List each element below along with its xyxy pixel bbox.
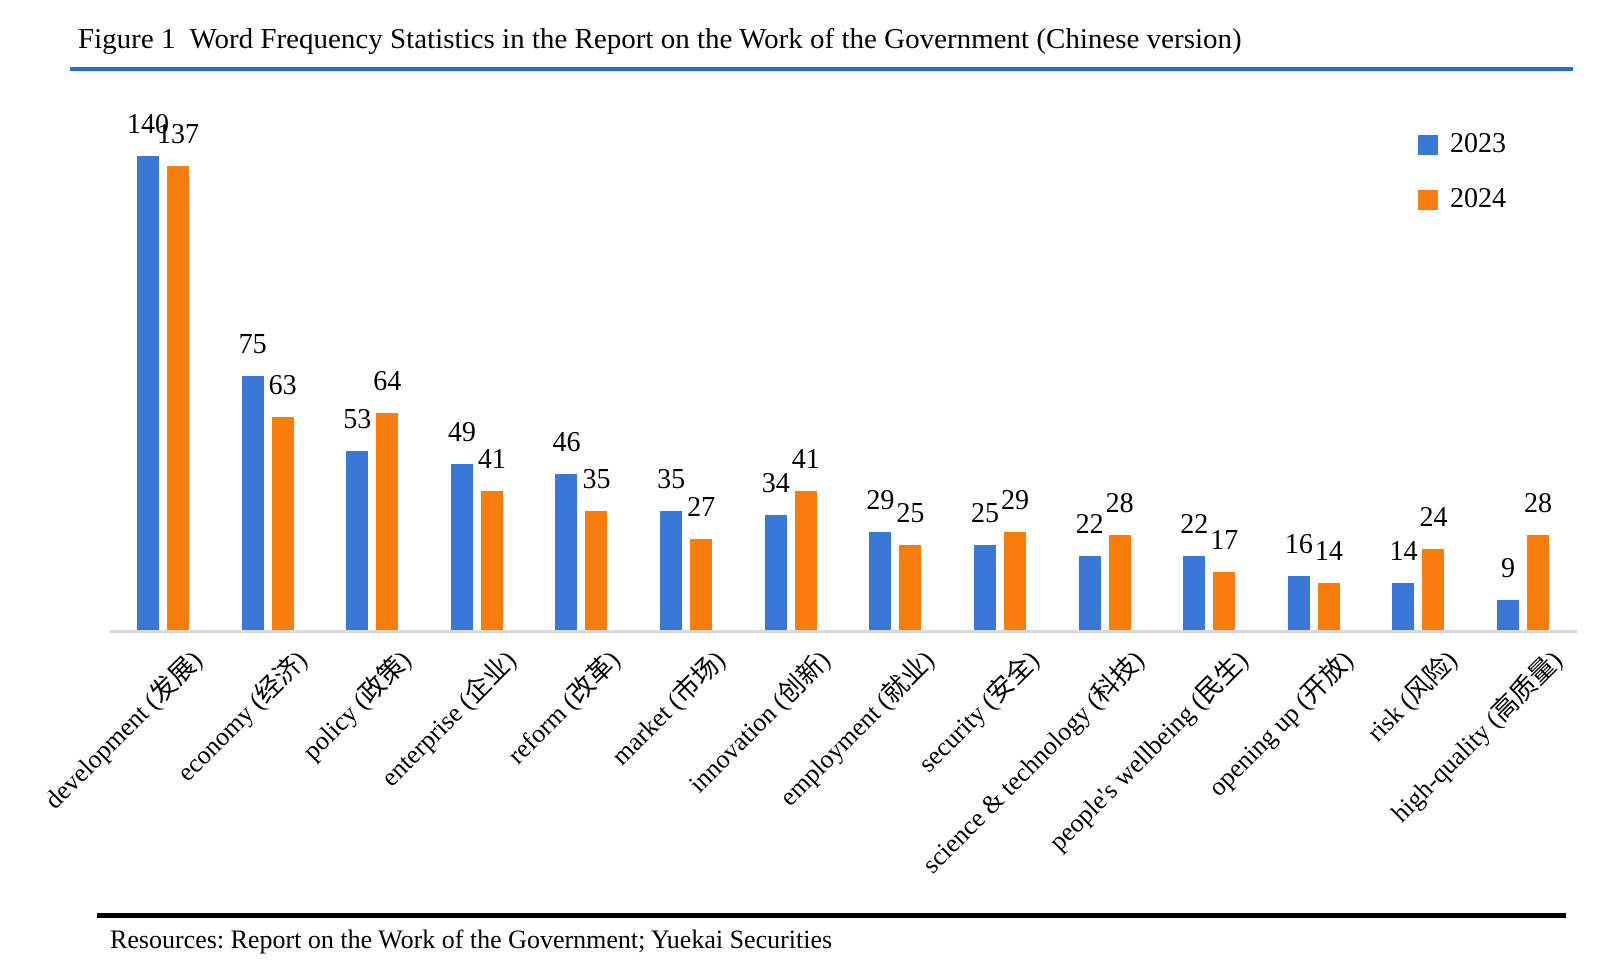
bar-2023-people-s-wellbeing — [1183, 556, 1206, 630]
value-label-2024-development: 137 — [157, 119, 199, 150]
bar-2023-market — [660, 511, 683, 630]
bar-2024-risk — [1422, 549, 1445, 630]
value-label-2023-opening-up: 16 — [1284, 529, 1313, 560]
value-label-2024-security: 29 — [1000, 485, 1029, 516]
bar-2024-innovation — [794, 491, 817, 630]
bar-2023-economy — [241, 376, 264, 630]
legend-label-2024: 2024 — [1450, 183, 1506, 214]
value-label-2024-science-technology: 28 — [1105, 488, 1134, 519]
bar-2024-security — [1003, 532, 1026, 630]
value-label-2024-economy: 63 — [268, 370, 297, 401]
value-label-2023-risk: 14 — [1389, 536, 1418, 567]
bar-2023-development — [137, 156, 159, 630]
legend-entry-2024: 2024 — [1418, 183, 1506, 217]
value-label-2023-enterprise: 49 — [447, 417, 476, 448]
legend-label-2023: 2023 — [1450, 128, 1506, 159]
value-label-2023-development: 140 — [127, 109, 169, 140]
bar-2023-reform — [555, 474, 578, 630]
value-label-2023-high-quality: 9 — [1501, 553, 1516, 584]
value-label-2023-science-technology: 22 — [1075, 509, 1104, 540]
value-label-2023-policy: 53 — [343, 404, 372, 435]
value-label-2023-market: 35 — [657, 464, 686, 495]
bar-2024-high-quality — [1527, 535, 1550, 630]
legend-entry-2023: 2023 — [1418, 128, 1506, 162]
value-label-2024-enterprise: 41 — [477, 444, 506, 475]
bar-2024-market — [690, 539, 713, 630]
value-label-2024-employment: 25 — [896, 498, 925, 529]
value-label-2024-high-quality: 28 — [1524, 488, 1553, 519]
title-divider-line — [70, 67, 1573, 71]
bar-2024-development — [167, 166, 189, 630]
bar-2024-enterprise — [480, 491, 503, 630]
value-label-2024-policy: 64 — [373, 366, 402, 397]
x-axis-line — [110, 630, 1577, 633]
value-label-2024-opening-up: 14 — [1314, 536, 1343, 567]
value-label-2024-people-s-wellbeing: 17 — [1210, 525, 1239, 556]
bar-2023-policy — [346, 451, 369, 630]
footer-divider-line — [97, 913, 1566, 918]
bar-2023-enterprise — [450, 464, 473, 630]
bar-2023-opening-up — [1287, 576, 1310, 630]
bar-2024-opening-up — [1317, 583, 1340, 630]
bar-2024-policy — [376, 413, 399, 630]
source-note: Resources: Report on the Work of the Gov… — [110, 925, 833, 954]
value-label-2023-reform: 46 — [552, 427, 581, 458]
bar-2024-reform — [585, 511, 608, 630]
bar-2024-science-technology — [1108, 535, 1131, 630]
value-label-2024-market: 27 — [687, 492, 716, 523]
value-label-2023-employment: 29 — [866, 485, 895, 516]
bar-2024-economy — [271, 417, 294, 630]
bar-2023-science-technology — [1078, 556, 1101, 630]
value-label-2023-people-s-wellbeing: 22 — [1180, 509, 1209, 540]
bar-2023-innovation — [764, 515, 787, 630]
bar-2023-security — [973, 545, 996, 630]
bar-2023-high-quality — [1497, 600, 1520, 630]
value-label-2024-innovation: 41 — [791, 444, 820, 475]
bar-2023-employment — [869, 532, 892, 630]
value-label-2023-innovation: 34 — [761, 468, 790, 499]
value-label-2024-reform: 35 — [582, 464, 611, 495]
value-label-2024-risk: 24 — [1419, 502, 1448, 533]
bar-2024-people-s-wellbeing — [1213, 572, 1236, 630]
legend-swatch-2023 — [1418, 135, 1438, 155]
bar-2024-employment — [899, 545, 922, 630]
value-label-2023-economy: 75 — [238, 329, 267, 360]
legend-swatch-2024 — [1418, 190, 1438, 210]
value-label-2023-security: 25 — [970, 498, 999, 529]
figure-title: Figure 1 Word Frequency Statistics in th… — [78, 23, 1242, 55]
bar-2023-risk — [1392, 583, 1415, 630]
